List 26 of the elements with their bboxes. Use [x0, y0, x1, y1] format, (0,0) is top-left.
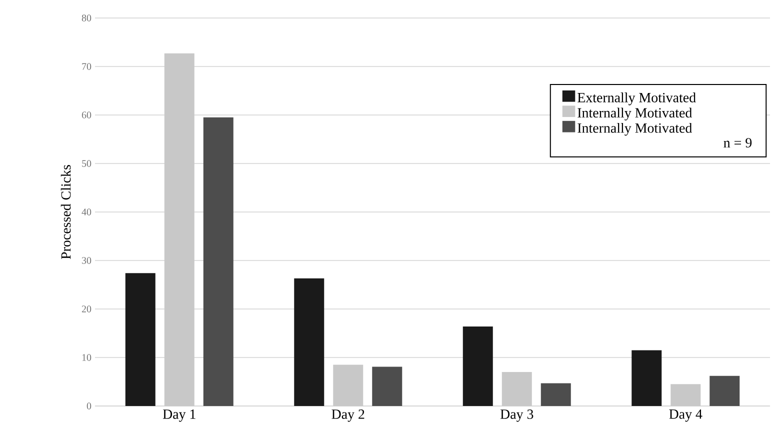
bar: [125, 273, 156, 406]
x-tick-label: Day 2: [332, 410, 364, 422]
bar: [632, 350, 662, 406]
y-tick-label: 10: [82, 354, 92, 361]
bar: [710, 376, 740, 406]
y-tick-label: 60: [82, 112, 92, 118]
x-tick-label: Day 3: [500, 410, 534, 422]
x-tick-label: Day 1: [162, 409, 196, 422]
x-tick-label: Day 4: [669, 409, 702, 422]
y-tick-label: 70: [82, 63, 92, 70]
legend-label: Externally Motivated: [578, 92, 696, 106]
bar: [462, 326, 493, 406]
bar: [294, 278, 324, 406]
y-tick-label: 80: [82, 14, 92, 22]
legend-label: Internally Motivated: [578, 122, 692, 136]
y-tick-label: 20: [82, 306, 92, 312]
bar: [540, 383, 571, 406]
y-tick-label: 50: [82, 160, 92, 167]
y-tick-label: 30: [82, 257, 92, 264]
bar: [203, 117, 234, 406]
y-tick-label: 0: [86, 402, 92, 410]
y-tick-label: 40: [82, 208, 92, 216]
legend-label: Internally Motivated: [578, 108, 692, 120]
y-axis-title: Processed Clicks: [60, 165, 71, 260]
bar: [372, 366, 402, 406]
annotation: n = 9: [724, 138, 752, 148]
